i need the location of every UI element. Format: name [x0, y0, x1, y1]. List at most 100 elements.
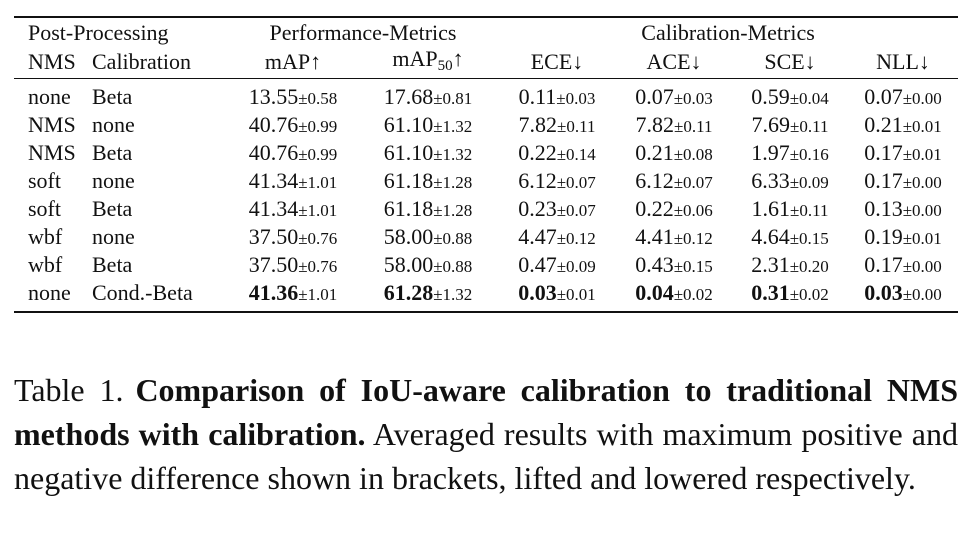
bottom-rule: [14, 311, 958, 313]
cell-value: 2.31: [751, 252, 790, 277]
cell-calibration: Beta: [92, 196, 133, 221]
cell-value: 0.43: [635, 252, 674, 277]
table-caption: Table 1. Comparison of IoU-aware calibrat…: [14, 368, 958, 500]
cell-sce: 6.33±0.09: [732, 167, 848, 195]
cell-value: 4.41: [635, 224, 674, 249]
cell-range: ±0.81: [433, 89, 473, 108]
cell-range: ±0.11: [557, 117, 596, 136]
cell-map50: 17.68±0.81: [358, 79, 498, 111]
cell-range: ±0.20: [789, 257, 829, 276]
cell-value: 1.61: [751, 196, 791, 221]
cell-calibration: Beta: [92, 84, 133, 109]
cell-range: ±1.28: [433, 201, 473, 220]
cell-nll: 0.07±0.00: [848, 79, 958, 111]
cell-ece: 7.82±0.11: [498, 111, 616, 139]
cell-value: 7.69: [751, 112, 791, 137]
cell-range: ±0.76: [298, 257, 338, 276]
cell-value: 0.03: [518, 280, 557, 305]
column-header-row: NMS Calibration mAP↑ mAP50↑ ECE↓ ACE↓ SC…: [14, 46, 958, 78]
cell-value: 61.10: [383, 112, 434, 137]
cell-value: 0.19: [864, 224, 903, 249]
cell-map: 40.76±0.99: [228, 139, 358, 167]
cell-ece: 4.47±0.12: [498, 223, 616, 251]
cell-range: ±0.14: [556, 145, 596, 164]
table-row: none Beta 13.55±0.58 17.68±0.81 0.11±0.03 0.0…: [14, 79, 958, 111]
group-header-post-processing: Post-Processing: [28, 20, 169, 45]
table-row: soft Beta 41.34±1.01 61.18±1.28 0.23±0.07 0.2…: [14, 195, 958, 223]
cell-range: ±0.15: [789, 229, 829, 248]
cell-range: ±0.03: [673, 89, 713, 108]
table-row: NMS Beta 40.76±0.99 61.10±1.32 0.22±0.14 0.21…: [14, 139, 958, 167]
header-rule: [14, 78, 958, 79]
group-header-performance: Performance-Metrics: [269, 20, 457, 45]
cell-range: ±0.01: [902, 229, 942, 248]
group-header-calibration: Calibration-Metrics: [641, 20, 815, 45]
cell-range: ±0.12: [673, 229, 713, 248]
cell-ace: 0.07±0.03: [616, 79, 732, 111]
column-header-map50: mAP50↑: [358, 46, 498, 78]
cell-value: 0.03: [864, 280, 903, 305]
cell-range: ±0.11: [790, 201, 829, 220]
cell-value: 1.97: [751, 140, 790, 165]
cell-value: 7.82: [635, 112, 675, 137]
cell-value: 4.47: [518, 224, 557, 249]
cell-sce: 1.61±0.11: [732, 195, 848, 223]
cell-nms: soft: [28, 168, 61, 193]
map50-arrow: ↑: [452, 46, 464, 71]
cell-value: 37.50: [248, 224, 299, 249]
cell-value: 13.55: [248, 84, 299, 109]
cell-range: ±0.76: [298, 229, 338, 248]
cell-value: 0.47: [518, 252, 557, 277]
cell-range: ±0.88: [433, 257, 473, 276]
cell-value: 61.18: [383, 168, 434, 193]
cell-value: 0.23: [518, 196, 557, 221]
cell-value: 0.04: [635, 280, 674, 305]
cell-range: ±1.32: [433, 285, 473, 304]
cell-sce: 0.59±0.04: [732, 79, 848, 111]
cell-ace: 0.21±0.08: [616, 139, 732, 167]
column-header-calibration: Calibration: [92, 49, 191, 74]
cell-range: ±1.32: [433, 117, 473, 136]
cell-nms: soft: [28, 196, 61, 221]
cell-sce: 2.31±0.20: [732, 251, 848, 279]
cell-map50: 58.00±0.88: [358, 251, 498, 279]
cell-nms: none: [28, 84, 71, 109]
cell-value: 41.36: [248, 280, 299, 305]
cell-nms: wbf: [28, 252, 63, 277]
cell-range: ±0.00: [902, 89, 942, 108]
cell-calibration: none: [92, 112, 135, 137]
cell-range: ±0.11: [674, 117, 713, 136]
cell-range: ±0.99: [298, 145, 338, 164]
cell-ace: 4.41±0.12: [616, 223, 732, 251]
cell-value: 0.17: [864, 252, 903, 277]
cell-nll: 0.19±0.01: [848, 223, 958, 251]
cell-value: 4.64: [751, 224, 790, 249]
cell-range: ±0.02: [789, 285, 829, 304]
cell-range: ±0.01: [902, 117, 942, 136]
cell-range: ±0.88: [433, 229, 473, 248]
cell-ece: 0.03±0.01: [498, 279, 616, 311]
cell-map: 40.76±0.99: [228, 111, 358, 139]
cell-calibration: none: [92, 168, 135, 193]
cell-ace: 7.82±0.11: [616, 111, 732, 139]
cell-value: 0.07: [864, 84, 903, 109]
cell-range: ±0.09: [789, 173, 829, 192]
column-header-map: mAP↑: [264, 49, 322, 74]
cell-map: 41.34±1.01: [228, 195, 358, 223]
cell-sce: 7.69±0.11: [732, 111, 848, 139]
cell-range: ±0.12: [556, 229, 596, 248]
cell-calibration: Beta: [92, 140, 133, 165]
cell-calibration: none: [92, 224, 135, 249]
cell-map50: 61.28±1.32: [358, 279, 498, 311]
column-header-nms: NMS: [28, 49, 76, 74]
cell-value: 0.31: [751, 280, 790, 305]
cell-map: 41.34±1.01: [228, 167, 358, 195]
caption-body: Averaged results with maximum positive a…: [14, 416, 959, 496]
cell-nll: 0.17±0.01: [848, 139, 958, 167]
cell-value: 6.12: [518, 168, 557, 193]
cell-range: ±0.06: [673, 201, 713, 220]
cell-range: ±0.00: [902, 201, 942, 220]
cell-value: 58.00: [383, 224, 434, 249]
cell-range: ±0.09: [556, 257, 596, 276]
cell-map50: 61.18±1.28: [358, 195, 498, 223]
